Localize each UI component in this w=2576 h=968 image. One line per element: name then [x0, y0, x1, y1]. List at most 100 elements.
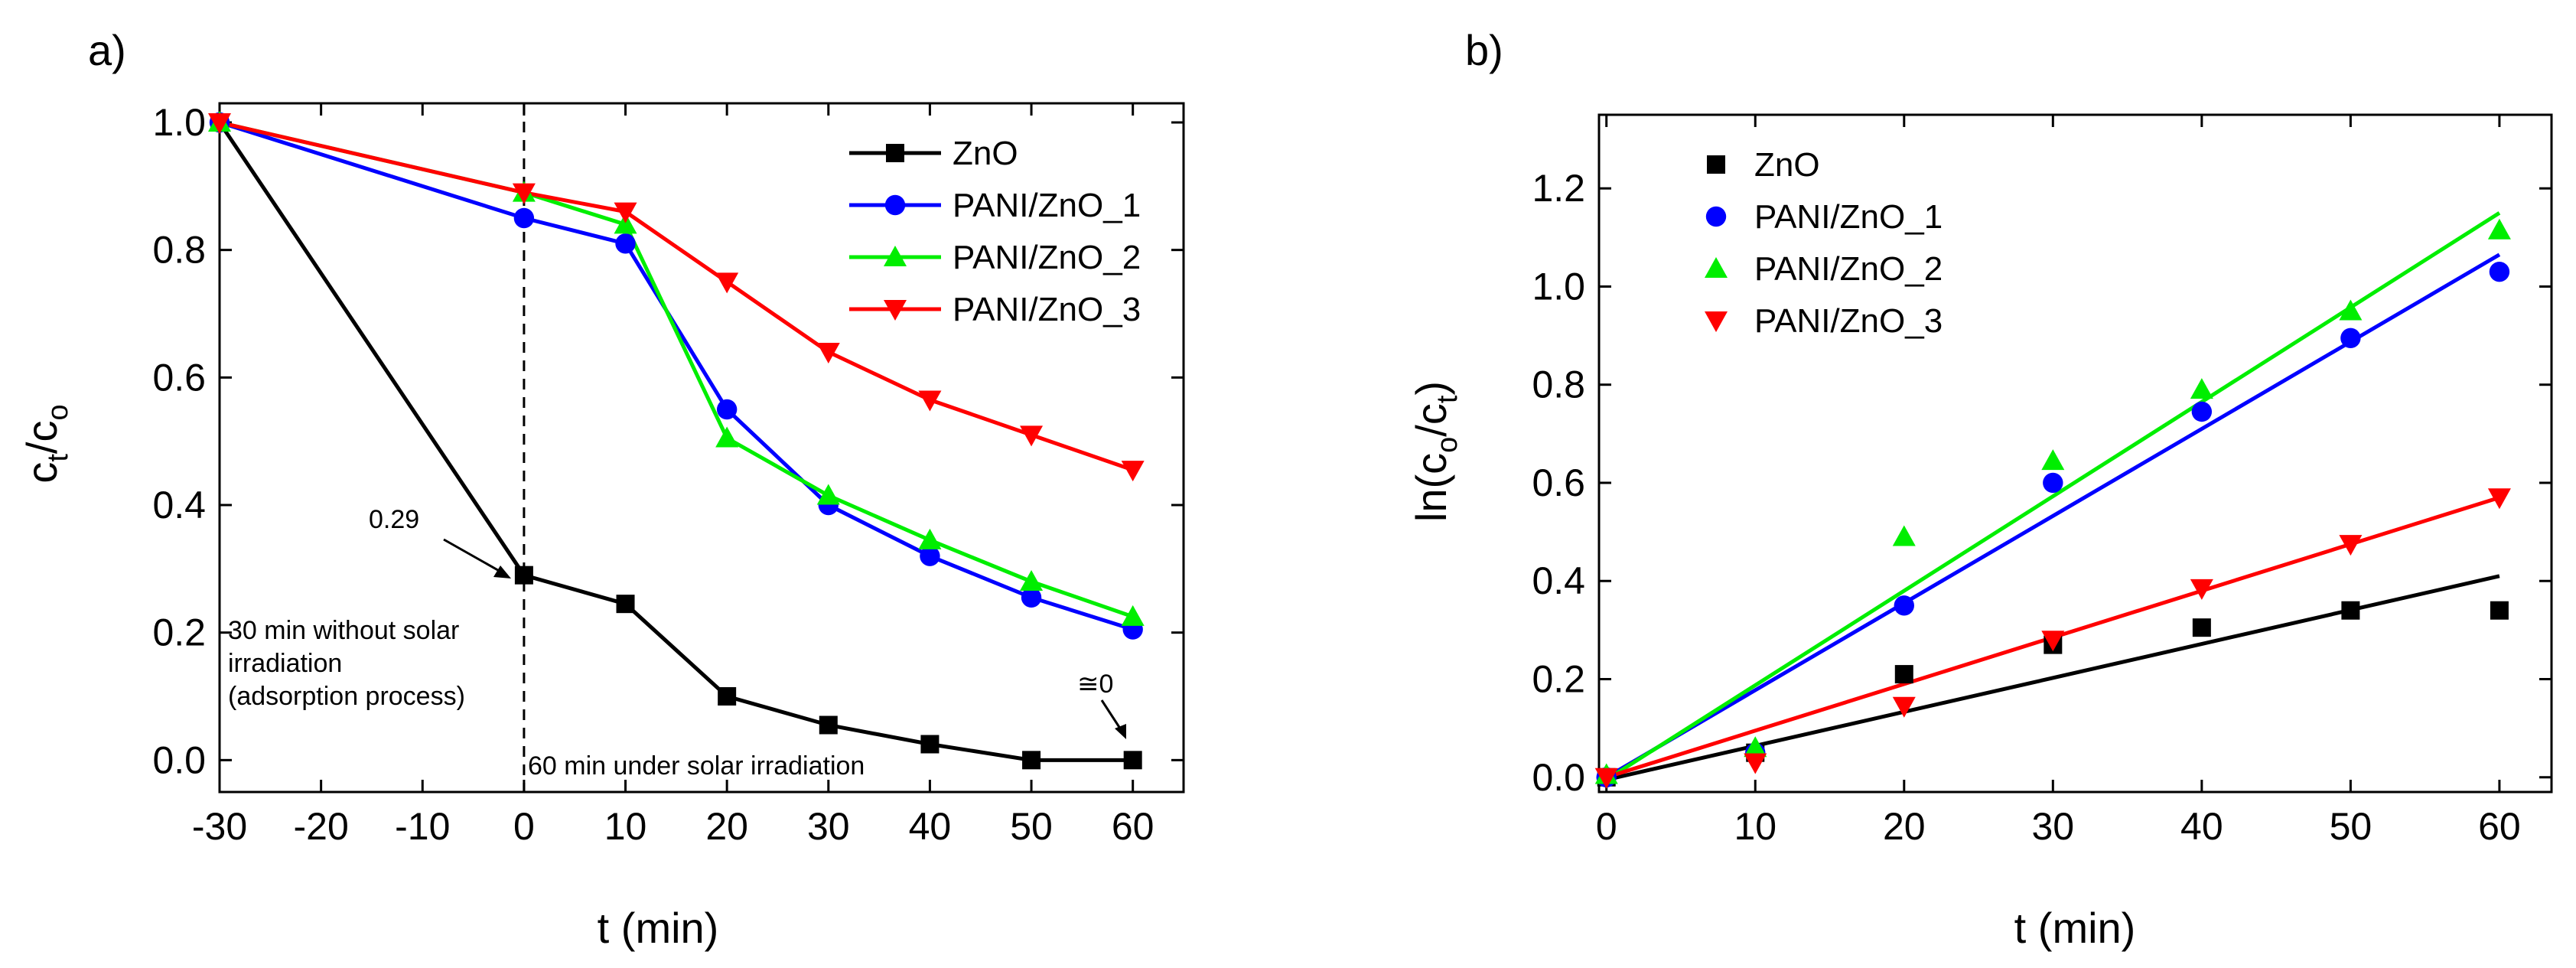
legend-marker-pani-zno-1	[1705, 206, 1727, 227]
point-pani-zno-2	[1121, 605, 1145, 626]
y-tick-label: 0.2	[152, 611, 206, 654]
point-pani-zno-3	[512, 183, 536, 204]
point-pani-zno-1	[716, 399, 738, 420]
point-pani-zno-2	[614, 213, 637, 234]
legend-label-zno: ZnO	[1754, 146, 1820, 184]
annotation-approx-zero: ≅0	[1077, 670, 1113, 699]
x-tick-label: 60	[2478, 805, 2521, 848]
point-pani-zno-1	[2340, 328, 2361, 348]
point-pani-zno-3	[614, 202, 637, 223]
legend-marker-zno	[886, 144, 904, 162]
fit-line-zno	[1606, 574, 2500, 782]
y-axis-label-b: ln(co/ct)	[1407, 381, 1464, 522]
legend-label-pani-zno-2: PANI/ZnO_2	[1754, 250, 1943, 288]
axis-ticks-b: 0 10 20 30 40 50 60 0.0 0.2 0.4 0.6 0.8 1.0 1.2	[1532, 115, 2552, 848]
point-zno	[2490, 601, 2509, 620]
y-tick-label: 1.2	[1532, 167, 1585, 210]
series-line-pani-zno-1	[219, 120, 1134, 631]
y-tick-label: 0.0	[152, 738, 206, 781]
point-pani-zno-2	[2339, 299, 2363, 321]
y-tick-label: 0.6	[152, 356, 206, 399]
point-zno	[718, 687, 737, 706]
point-pani-zno-1	[920, 546, 940, 566]
x-tick-label: 10	[604, 805, 647, 848]
x-tick-label: 40	[909, 805, 952, 848]
series-markers-a	[208, 111, 1145, 770]
series-line-pani-zno-3	[219, 120, 1134, 472]
legend-label-pani-zno-1: PANI/ZnO_1	[953, 187, 1141, 224]
point-pani-zno-3	[2339, 535, 2363, 556]
point-pani-zno-2	[1892, 525, 1916, 546]
panel-label-a: a)	[88, 26, 126, 74]
series-lines-a	[217, 120, 1134, 762]
x-tick-label: -10	[395, 805, 450, 848]
point-pani-zno-1	[513, 207, 535, 229]
point-zno	[616, 595, 635, 614]
y-tick-label: 1.0	[1532, 265, 1585, 308]
x-tick-label: 50	[1010, 805, 1053, 848]
series-markers-b	[1594, 218, 2511, 789]
fit-lines-b	[1605, 211, 2501, 782]
annotation-dark-line3: (adsorption process)	[228, 682, 465, 711]
point-zno	[819, 715, 838, 735]
point-pani-zno-1	[2191, 401, 2213, 422]
legend-marker-pani-zno-3	[884, 300, 907, 321]
plot-frame-b	[1597, 113, 2553, 794]
legend-label-pani-zno-1: PANI/ZnO_1	[1754, 198, 1943, 236]
x-tick-label: 40	[2180, 805, 2223, 848]
fit-line-pani-zno-1	[1605, 253, 2501, 779]
y-tick-label: 0.4	[1532, 559, 1585, 602]
point-pani-zno-3	[2190, 579, 2213, 600]
x-tick-label: 0	[513, 805, 535, 848]
y-tick-label: 0.4	[152, 484, 206, 526]
point-zno	[1022, 751, 1041, 770]
point-zno	[2341, 601, 2360, 620]
x-tick-label: -30	[192, 805, 247, 848]
y-tick-label: 0.6	[1532, 461, 1585, 504]
series-line-zno	[217, 121, 1133, 762]
annotation-029: 0.29	[369, 505, 419, 534]
point-pani-zno-3	[2487, 488, 2511, 510]
point-pani-zno-2	[1020, 570, 1044, 591]
legend-marker-pani-zno-1	[884, 194, 906, 216]
y-axis-label-a: ct/co	[18, 404, 74, 483]
legend-marker-pani-zno-2	[1705, 257, 1728, 278]
point-pani-zno-3	[715, 272, 739, 294]
annotation-dark-line2: irradiation	[228, 649, 342, 678]
point-zno	[2192, 618, 2211, 637]
y-tick-label: 0.0	[1532, 756, 1585, 799]
point-pani-zno-1	[2489, 262, 2510, 282]
point-pani-zno-3	[1020, 425, 1044, 447]
y-tick-label: 1.0	[152, 101, 206, 144]
point-pani-zno-2	[715, 426, 739, 448]
point-pani-zno-1	[2043, 472, 2063, 494]
annotation-029-arrowhead	[493, 565, 511, 579]
series-line-pani-zno-2	[219, 120, 1134, 619]
x-tick-label: 20	[705, 805, 748, 848]
y-tick-label: 0.2	[1532, 658, 1585, 701]
x-tick-label: 30	[807, 805, 850, 848]
point-pani-zno-2	[2190, 378, 2213, 399]
chart-panel-a: a) -30 -20 -10 0 10 20 30 40 50 60 0.0 0.2 0.4 0.6 0.8…	[18, 26, 1185, 952]
legend-label-pani-zno-2: PANI/ZnO_2	[953, 239, 1141, 276]
legend-marker-zno	[1707, 155, 1725, 174]
point-pani-zno-3	[1121, 461, 1145, 482]
point-pani-zno-1	[1021, 587, 1042, 608]
plot-frame-a	[218, 102, 1185, 794]
annotation-zero-arrowhead	[1115, 724, 1126, 739]
legend-b: ZnO PANI/ZnO_1 PANI/ZnO_2 PANI/ZnO_3	[1705, 146, 1943, 340]
point-zno	[1123, 751, 1142, 770]
x-tick-label: 0	[1596, 805, 1617, 848]
legend-label-pani-zno-3: PANI/ZnO_3	[953, 291, 1141, 328]
point-pani-zno-3	[1594, 768, 1618, 789]
point-pani-zno-3	[918, 390, 942, 412]
point-pani-zno-2	[2487, 218, 2511, 240]
annotation-light: 60 min under solar irradiation	[528, 751, 865, 781]
legend-marker-pani-zno-3	[1705, 311, 1728, 332]
point-pani-zno-3	[816, 343, 840, 363]
legend-marker-pani-zno-2	[884, 246, 907, 266]
point-pani-zno-1	[615, 233, 636, 254]
x-tick-label: -20	[293, 805, 348, 848]
point-pani-zno-3	[2041, 631, 2065, 652]
point-zno	[1894, 665, 1913, 684]
